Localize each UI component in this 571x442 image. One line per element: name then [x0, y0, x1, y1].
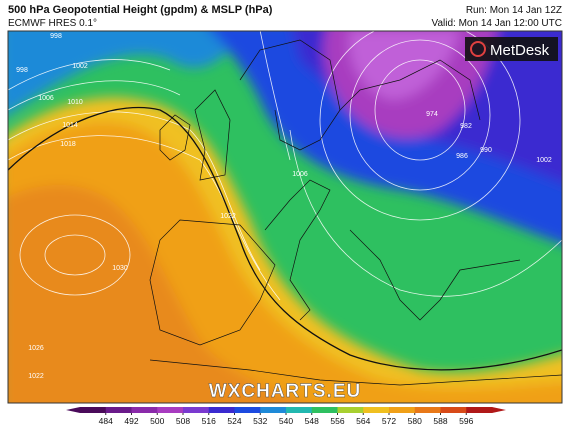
colorbar-tick-label: 500 [150, 416, 164, 426]
colorbar-swatch [131, 407, 158, 413]
colorbar-tick-label: 516 [202, 416, 216, 426]
colorbar-tick-label: 580 [408, 416, 422, 426]
isobar-label: 1018 [60, 141, 76, 148]
isobar-label: 1002 [72, 63, 88, 70]
isobar-label: 1030 [112, 265, 128, 272]
map: 998 1002 1006 1010 1014 1018 1022 1030 1026 1022 9… [8, 31, 562, 403]
isobar-label: 1022 [28, 373, 44, 380]
logo: MetDesk [490, 42, 550, 59]
colorbar-tick-label: 548 [305, 416, 319, 426]
colorbar-tick-label: 484 [99, 416, 113, 426]
colorbar-arrow-right [492, 407, 506, 413]
isobar-label: 1026 [28, 345, 44, 352]
colorbar-tick-label: 492 [124, 416, 138, 426]
colorbar-tick-label: 532 [253, 416, 267, 426]
subtitle: ECMWF HRES 0.1° [8, 18, 97, 29]
colorbar-swatch [389, 407, 416, 413]
isobar-label: 1022 [220, 213, 236, 220]
colorbar-swatch [260, 407, 287, 413]
isobar-label: 974 [426, 111, 438, 118]
valid-time: Valid: Mon 14 Jan 12:00 UTC [432, 18, 562, 29]
colorbar-tick-label: 596 [459, 416, 473, 426]
colorbar-swatch [311, 407, 338, 413]
colorbar: 484 492 500 508 516 524 532 540 548 556 564 572 580 5… [66, 407, 506, 426]
isobar-label: 998 [50, 33, 62, 40]
colorbar-swatch [363, 407, 390, 413]
colorbar-swatch [208, 407, 235, 413]
colorbar-swatch [80, 407, 107, 413]
colorbar-swatch [183, 407, 210, 413]
isobar-label: 1006 [38, 95, 54, 102]
colorbar-swatch [466, 407, 493, 413]
isobar-label: 1010 [67, 99, 83, 106]
colorbar-tick-label: 540 [279, 416, 293, 426]
colorbar-tick-label: 564 [356, 416, 370, 426]
logo-box [465, 37, 558, 61]
isobar-label: 1014 [62, 122, 78, 129]
colorbar-tick-label: 508 [176, 416, 190, 426]
isobar-label: 990 [480, 147, 492, 154]
map-frame [7, 30, 563, 404]
run-time: Run: Mon 14 Jan 12Z [466, 5, 562, 16]
colorbar-tick-label: 588 [433, 416, 447, 426]
isobar-label: 998 [16, 67, 28, 74]
colorbar-swatch [105, 407, 132, 413]
isobar-label: 986 [456, 153, 468, 160]
colorbar-swatch [157, 407, 184, 413]
isobar-label: 982 [460, 123, 472, 130]
colorbar-swatch [234, 407, 261, 413]
colorbar-swatch [286, 407, 313, 413]
logo-icon [470, 41, 486, 57]
isobar-label: 1002 [536, 157, 552, 164]
colorbar-swatch [337, 407, 364, 413]
watermark: WXCHARTS.EU [209, 381, 361, 402]
isobar-label: 1006 [292, 171, 308, 178]
colorbar-tick-label: 572 [382, 416, 396, 426]
colorbar-swatch [440, 407, 467, 413]
colorbar-tick-label: 524 [227, 416, 241, 426]
colorbar-arrow-left [66, 407, 80, 413]
colorbar-swatch [414, 407, 441, 413]
colorbar-tick-label: 556 [330, 416, 344, 426]
title: 500 hPa Geopotential Height (gpdm) & MSL… [8, 4, 273, 16]
